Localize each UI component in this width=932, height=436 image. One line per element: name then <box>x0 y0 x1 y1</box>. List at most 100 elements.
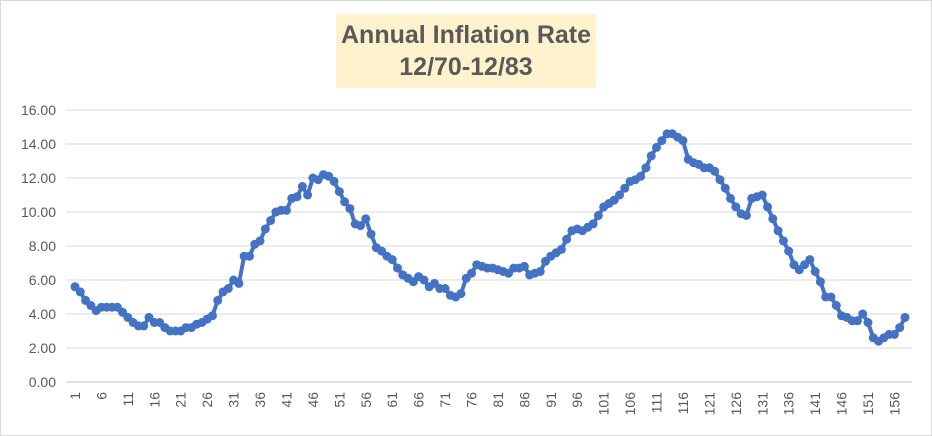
data-point <box>678 136 688 146</box>
x-tick-label: 1 <box>67 392 83 400</box>
data-point <box>392 263 402 273</box>
data-point <box>710 166 720 176</box>
y-tick-label: 8.00 <box>29 238 56 254</box>
data-point <box>329 176 339 186</box>
x-tick-label: 156 <box>886 392 902 416</box>
data-point <box>741 210 751 220</box>
data-point <box>652 142 662 152</box>
data-point <box>519 261 529 271</box>
x-tick-label: 91 <box>543 392 559 408</box>
data-point <box>281 205 291 215</box>
data-point <box>726 193 736 203</box>
data-point <box>831 301 841 310</box>
data-point <box>620 183 630 193</box>
x-tick-label: 61 <box>384 392 400 408</box>
data-point <box>826 292 836 302</box>
data-point <box>467 268 476 278</box>
data-point <box>139 321 149 331</box>
x-tick-label: 146 <box>834 392 850 416</box>
data-series <box>70 129 910 346</box>
x-tick-label: 101 <box>596 392 612 416</box>
data-point <box>334 187 344 197</box>
data-point <box>355 221 365 231</box>
data-point <box>345 204 355 214</box>
data-point <box>757 190 767 200</box>
data-point <box>641 163 651 173</box>
data-point <box>615 190 625 200</box>
y-tick-label: 6.00 <box>29 272 56 288</box>
data-point <box>852 316 862 326</box>
data-point <box>223 284 233 293</box>
x-tick-label: 16 <box>146 392 162 408</box>
data-point <box>207 311 217 321</box>
x-tick-label: 31 <box>226 392 242 408</box>
data-point <box>657 136 667 146</box>
x-tick-label: 6 <box>93 392 109 400</box>
data-point <box>720 183 730 193</box>
data-point <box>562 234 572 244</box>
x-tick-label: 151 <box>860 392 876 416</box>
data-point <box>858 309 868 319</box>
data-point <box>255 236 265 246</box>
x-tick-label: 26 <box>199 392 215 408</box>
data-point <box>297 182 307 191</box>
data-point <box>731 202 741 212</box>
data-point <box>895 323 905 333</box>
data-point <box>778 236 788 246</box>
data-point <box>340 197 350 207</box>
x-tick-label: 86 <box>516 392 532 408</box>
data-point <box>387 255 397 265</box>
data-point <box>889 329 899 339</box>
data-point <box>784 246 794 256</box>
data-point <box>75 287 85 297</box>
y-tick-label: 4.00 <box>29 306 56 322</box>
x-tick-label: 76 <box>463 392 479 408</box>
data-point <box>636 171 646 181</box>
data-point <box>715 175 725 185</box>
x-tick-label: 81 <box>490 392 506 408</box>
data-point <box>810 267 820 276</box>
x-tick-label: 131 <box>754 392 770 416</box>
data-point <box>773 226 783 236</box>
data-point <box>266 216 276 225</box>
data-point <box>456 289 466 299</box>
data-point <box>556 244 566 254</box>
data-point <box>646 151 656 161</box>
x-tick-label: 71 <box>437 392 453 408</box>
data-point <box>763 202 773 212</box>
x-tick-label: 46 <box>305 392 321 408</box>
chart-subtitle: 12/70-12/83 <box>399 53 533 81</box>
y-tick-label: 10.00 <box>21 204 56 220</box>
data-point <box>593 210 603 220</box>
data-point <box>805 255 815 265</box>
x-tick-label: 116 <box>675 392 691 415</box>
data-point <box>244 251 254 261</box>
y-tick-label: 14.00 <box>21 136 56 152</box>
y-tick-label: 16.00 <box>21 102 56 118</box>
data-point <box>292 192 302 202</box>
data-point <box>419 275 429 285</box>
data-point <box>815 277 825 287</box>
gridlines <box>66 109 912 383</box>
y-tick-label: 12.00 <box>21 170 56 186</box>
x-tick-label: 51 <box>331 392 347 408</box>
x-tick-label: 41 <box>278 392 294 408</box>
x-tick-label: 66 <box>411 392 427 408</box>
data-point <box>768 214 778 224</box>
data-point <box>535 267 545 276</box>
chart-title: Annual Inflation Rate <box>341 21 591 49</box>
data-point <box>213 295 223 305</box>
x-tick-label: 121 <box>701 392 717 416</box>
x-tick-label: 21 <box>173 392 189 408</box>
x-tick-label: 126 <box>728 392 744 416</box>
x-tick-label: 36 <box>252 392 268 408</box>
data-point <box>303 190 313 200</box>
data-point <box>900 312 910 322</box>
y-tick-label: 0.00 <box>29 374 56 390</box>
x-tick-label: 56 <box>358 392 374 408</box>
data-point <box>234 278 244 288</box>
x-tick-label: 11 <box>120 392 136 407</box>
y-axis-tick-labels: 0.00 2.00 4.00 6.00 8.00 10.00 12.00 14.00 16.00 <box>21 102 56 390</box>
x-tick-label: 111 <box>649 392 665 413</box>
